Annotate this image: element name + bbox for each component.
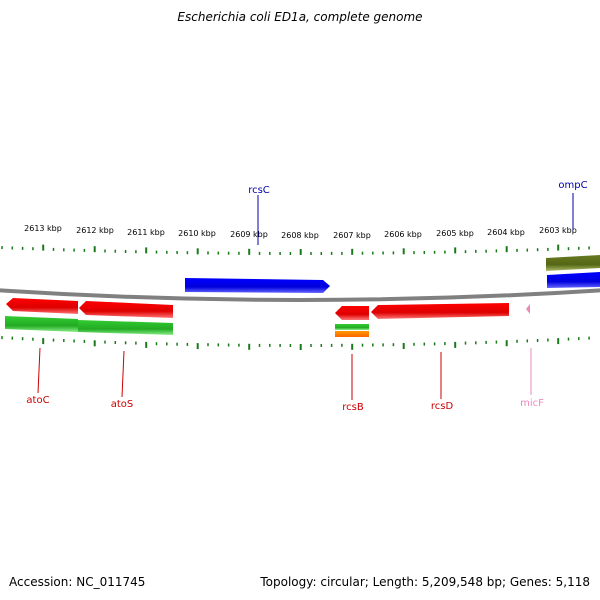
scale-labels: 2613 kbp 2612 kbp 2611 kbp 2610 kbp 2609…: [24, 224, 577, 240]
feature-green-atoS[interactable]: [78, 320, 173, 335]
scale-label-2610: 2610 kbp: [178, 229, 216, 238]
gene-atoC[interactable]: [6, 298, 78, 314]
scale-label-2606: 2606 kbp: [384, 230, 422, 239]
scale-label-2608: 2608 kbp: [281, 231, 319, 240]
label-atoC[interactable]: atoC: [26, 395, 49, 406]
top-scale-ticks: [1, 244, 590, 255]
label-rcsC[interactable]: rcsC: [248, 185, 270, 196]
label-leaders: [37, 193, 574, 400]
genome-backbone: [0, 288, 600, 302]
label-micF[interactable]: micF: [520, 398, 544, 409]
gene-rcsC[interactable]: [185, 278, 330, 293]
gene-ompC[interactable]: [547, 272, 600, 288]
scale-label-2611: 2611 kbp: [127, 228, 165, 237]
scale-label-2612: 2612 kbp: [76, 226, 114, 235]
label-rcsD[interactable]: rcsD: [431, 401, 454, 412]
feature-green-atoC[interactable]: [5, 316, 78, 332]
rna-micF[interactable]: [526, 304, 530, 314]
genome-title: Escherichia coli ED1a, complete genome: [177, 10, 423, 24]
feature-green-rcsB[interactable]: [335, 324, 369, 330]
scale-label-2609: 2609 kbp: [230, 230, 268, 239]
gene-rcsD[interactable]: [371, 303, 509, 319]
feature-orange-rcsB[interactable]: [335, 331, 369, 337]
genome-summary-text: Topology: circular; Length: 5,209,548 bp…: [260, 575, 590, 589]
scale-label-2607: 2607 kbp: [333, 231, 371, 240]
label-atoS[interactable]: atoS: [111, 399, 134, 410]
accession-text: Accession: NC_011745: [9, 575, 146, 589]
scale-label-2604: 2604 kbp: [487, 228, 525, 237]
label-ompC[interactable]: ompC: [558, 180, 587, 191]
label-rcsB[interactable]: rcsB: [342, 402, 364, 413]
scale-label-2605: 2605 kbp: [436, 229, 474, 238]
bottom-scale-ticks: [1, 336, 590, 350]
gene-atoS[interactable]: [79, 301, 173, 318]
scale-label-2603: 2603 kbp: [539, 226, 577, 235]
leader-atoC: [37, 347, 41, 394]
feature-olive-ompC[interactable]: [546, 255, 600, 271]
scale-label-2613: 2613 kbp: [24, 224, 62, 233]
leader-atoS: [121, 350, 125, 398]
gene-rcsB[interactable]: [335, 306, 369, 320]
